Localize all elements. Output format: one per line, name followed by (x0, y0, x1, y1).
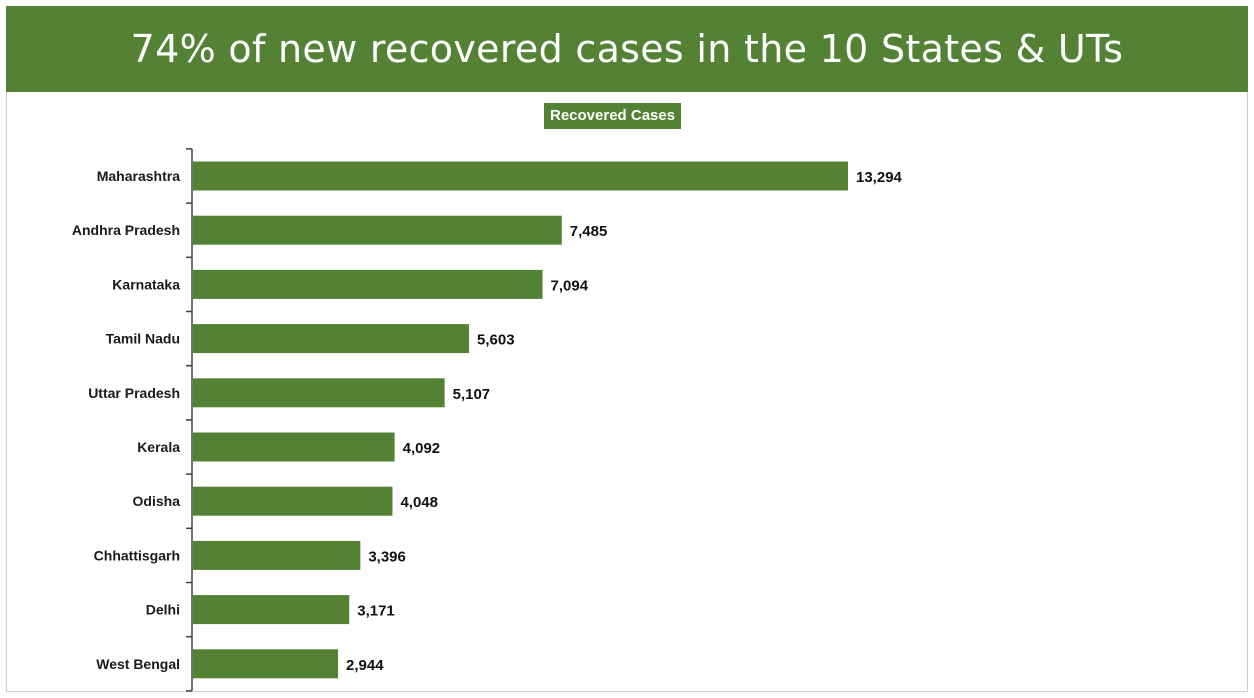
chart-title: 74% of new recovered cases in the 10 Sta… (130, 27, 1124, 71)
category-label: Tamil Nadu (106, 331, 180, 347)
title-banner: 74% of new recovered cases in the 10 Sta… (6, 6, 1248, 92)
value-label: 4,092 (403, 440, 441, 457)
bar-chhattisgarh (193, 540, 361, 570)
bar-west-bengal (193, 649, 339, 679)
bar-karnataka (193, 269, 543, 299)
bar-maharashtra (193, 161, 848, 191)
bar-uttar-pradesh (193, 378, 445, 408)
category-label: West Bengal (96, 656, 180, 672)
value-label: 7,485 (570, 223, 608, 240)
category-label: Delhi (146, 602, 180, 618)
bar-tamil-nadu (193, 324, 470, 354)
value-label: 3,171 (357, 603, 395, 620)
category-label: Odisha (133, 493, 181, 509)
category-label: Chhattisgarh (94, 547, 180, 563)
category-label: Maharashtra (97, 168, 180, 184)
value-label: 5,107 (453, 386, 491, 403)
value-label: 2,944 (346, 657, 384, 674)
category-label: Andhra Pradesh (72, 222, 180, 238)
bar-odisha (193, 486, 393, 516)
bar-kerala (193, 432, 395, 462)
value-label: 13,294 (856, 169, 903, 186)
bar-delhi (193, 595, 350, 625)
bar-andhra-pradesh (193, 215, 562, 245)
category-label: Karnataka (112, 276, 180, 292)
category-label: Uttar Pradesh (88, 385, 180, 401)
value-label: 3,396 (368, 548, 406, 565)
value-label: 7,094 (551, 277, 589, 294)
legend-series-label: Recovered Cases (544, 103, 682, 129)
value-label: 5,603 (477, 332, 515, 349)
category-label: Kerala (137, 439, 180, 455)
value-label: 4,048 (400, 494, 438, 511)
